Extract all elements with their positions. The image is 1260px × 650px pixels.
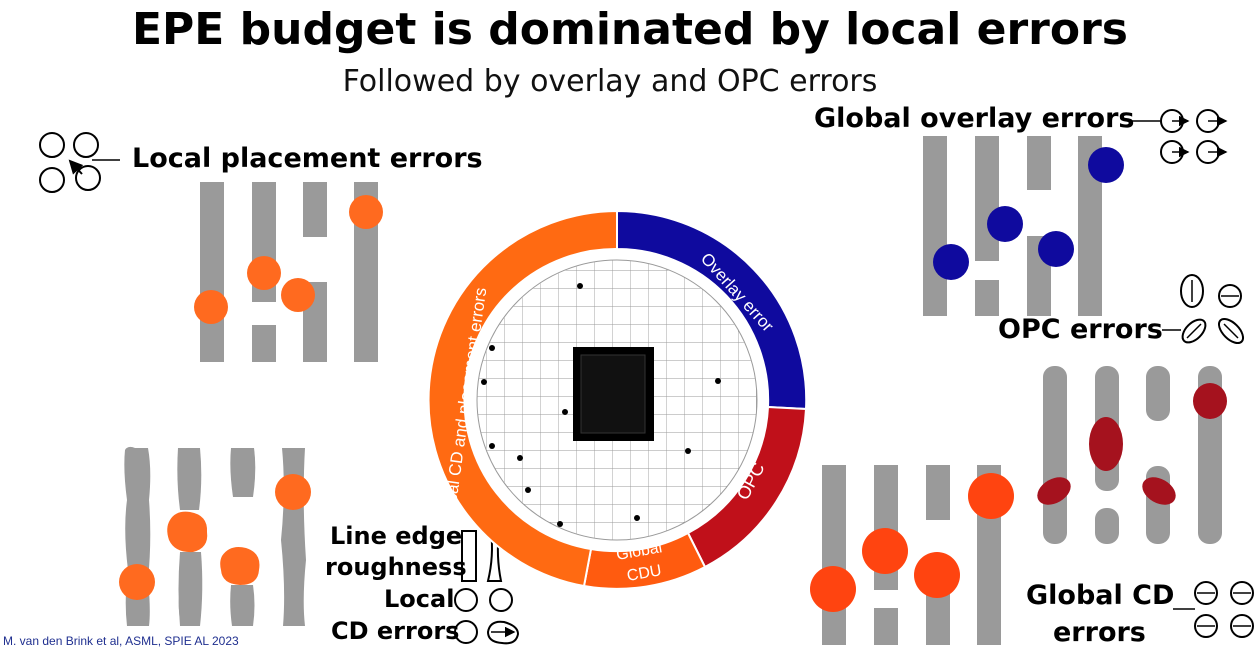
global-overlay-lines — [923, 136, 1102, 316]
global-cd-icons — [1173, 581, 1254, 638]
ler-label-line1: Line edge — [330, 522, 463, 550]
slide-subtitle: Followed by overlay and OPC errors — [342, 64, 878, 99]
global-overlay-icon — [1132, 109, 1228, 164]
global-overlay-label: Global overlay errors — [814, 103, 1135, 134]
local-placement-contacts — [194, 195, 383, 324]
global-cd-label-line2: errors — [1053, 617, 1146, 648]
rough-contacts — [119, 474, 311, 600]
opc-icons — [1162, 274, 1245, 345]
rough-lines — [124, 446, 306, 626]
epe-donut — [427, 209, 808, 590]
ler-label-line2: roughness — [325, 553, 467, 581]
global-cd-label-line1: Global CD — [1026, 580, 1175, 611]
opc-label: OPC errors — [998, 314, 1163, 345]
citation: M. van den Brink et al, ASML, SPIE AL 20… — [3, 634, 239, 648]
global-overlay-contacts — [933, 147, 1124, 280]
wafer-map — [476, 259, 758, 541]
global-cd-contacts — [810, 473, 1014, 612]
opc-contacts — [1037, 383, 1227, 505]
local-cd-label-line2: CD errors — [331, 617, 460, 645]
local-placement-icon — [39, 132, 120, 193]
local-cd-icons — [454, 588, 520, 645]
donut-label-cdu: CDU — [626, 562, 663, 585]
local-cd-label-line1: Local — [384, 585, 455, 613]
local-placement-label: Local placement errors — [132, 143, 483, 174]
donut-segment-local — [427, 209, 618, 588]
slide-title: EPE budget is dominated by local errors — [132, 4, 1128, 55]
